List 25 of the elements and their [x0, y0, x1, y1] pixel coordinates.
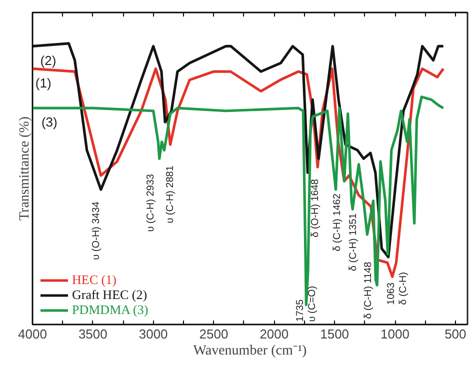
annotation: (2) — [40, 52, 56, 68]
annotation: υ (C-H) 2933 — [146, 174, 157, 232]
annotation: δ (C-H) 1351 — [348, 212, 360, 272]
y-axis-title: Transmittance (%) — [18, 116, 32, 221]
x-tick-label: 2000 — [260, 326, 289, 342]
legend-label: PDMDMA (3) — [72, 302, 148, 318]
x-tick-label: 3000 — [138, 326, 168, 342]
annotation: δ (C-H) 1148 — [362, 261, 374, 319]
annotation: 1735 υ (C=O) — [295, 286, 318, 322]
annotation: δ (C-H) 1462 — [332, 193, 344, 252]
annotation: υ (C-H) 2881 — [164, 165, 176, 224]
legend-label: HEC (1) — [72, 272, 116, 288]
x-tick-label: 500 — [444, 326, 466, 342]
x-tick-label: 2500 — [199, 326, 228, 342]
x-tick-label: 3500 — [78, 326, 108, 342]
legend-label: Graft HEC (2) — [72, 287, 148, 303]
annotation: δ (O-H) 1648 — [310, 178, 322, 238]
x-tick-label: 1000 — [380, 326, 410, 342]
annotation: υ (O-H) 3434 — [91, 201, 102, 260]
annotation: (3) — [41, 114, 58, 130]
annotation: (1) — [35, 75, 52, 90]
x-tick-label: 4000 — [18, 326, 47, 342]
x-axis-title: Wavenumber (cm⁻¹) — [193, 344, 308, 358]
x-tick-label: 1500 — [320, 326, 350, 342]
annotation: 1063 δ (C-H) — [386, 272, 409, 305]
